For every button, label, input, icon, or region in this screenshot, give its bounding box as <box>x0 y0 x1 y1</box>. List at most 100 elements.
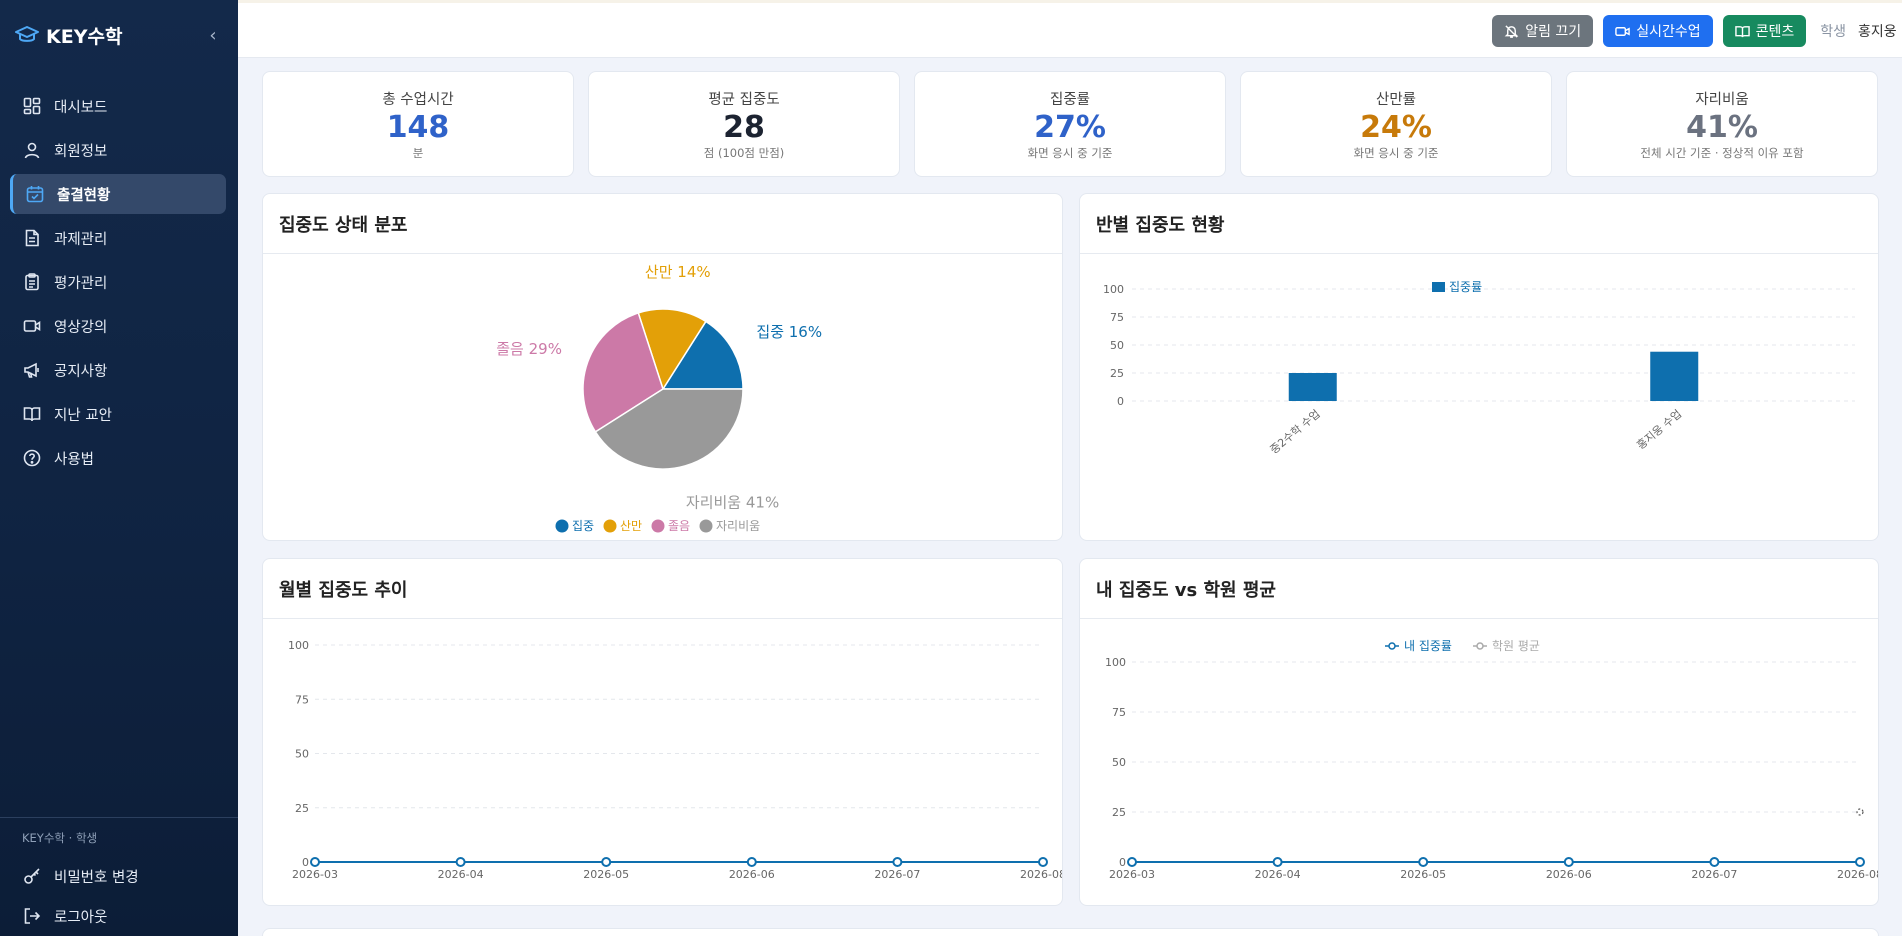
sidebar-item-label: 지난 교안 <box>54 407 112 424</box>
bell-off-icon <box>1504 24 1519 39</box>
pie-slice <box>594 388 744 470</box>
stat-cards: 총 수업시간 148 분 평균 집중도 28 점 (100점 만점) 집중률 2… <box>262 71 1879 177</box>
x-tick-label: 2026-05 <box>583 868 629 881</box>
content-button[interactable]: 콘텐츠 <box>1722 15 1807 47</box>
graduation-cap-icon <box>14 22 40 48</box>
sidebar-collapse-button[interactable]: ‹ <box>209 24 217 46</box>
stat-card-focus-rate: 집중률 27% 화면 응시 중 기준 <box>914 71 1226 177</box>
y-tick-label: 75 <box>295 693 309 706</box>
pie-slice <box>582 311 664 433</box>
help-circle-icon <box>22 448 42 468</box>
stat-value: 27% <box>1034 110 1106 145</box>
data-point <box>455 857 466 867</box>
sidebar-item-member-info[interactable]: 회원정보 <box>10 130 226 170</box>
key-icon <box>22 867 42 885</box>
legend-label: 집중 <box>572 519 594 533</box>
live-class-label: 실시간수업 <box>1636 24 1701 40</box>
y-tick-label: 100 <box>1103 283 1124 296</box>
mute-notifications-button[interactable]: 알림 끄기 <box>1492 15 1594 47</box>
logout-link[interactable]: 로그아웃 <box>0 896 238 936</box>
sidebar-item-evaluations[interactable]: 평가관리 <box>10 262 226 302</box>
sidebar-item-notices[interactable]: 공지사항 <box>10 350 226 390</box>
sidebar-item-assignments[interactable]: 과제관리 <box>10 218 226 258</box>
x-tick-label: 2026-04 <box>1255 868 1301 881</box>
x-tick-label: 2026-07 <box>1691 868 1737 881</box>
legend-label: 산만 <box>620 519 642 533</box>
document-icon <box>22 228 42 248</box>
data-point <box>1855 857 1865 867</box>
bar <box>1288 373 1337 401</box>
x-tick-label: 2026-05 <box>1400 868 1446 881</box>
x-tick-label: 2026-06 <box>1546 868 1592 881</box>
stat-value: 24% <box>1360 110 1432 145</box>
logout-label: 로그아웃 <box>54 909 108 926</box>
stat-label: 집중률 <box>1049 92 1091 108</box>
sidebar-footer: KEY수학 · 학생 비밀번호 변경 로그아웃 <box>0 817 238 936</box>
calendar-check-icon <box>25 184 45 204</box>
x-tick-label: 2026-07 <box>874 868 920 881</box>
pie-slice-label: 졸음 29% <box>496 340 562 358</box>
stat-label: 산만률 <box>1375 92 1417 108</box>
y-tick-label: 0 <box>1119 856 1126 869</box>
sidebar-item-help[interactable]: 사용법 <box>10 438 226 478</box>
panel-title: 집중도 상태 분포 <box>263 194 1062 254</box>
mute-notifications-label: 알림 끄기 <box>1525 24 1582 40</box>
legend-label: 학원 평균 <box>1492 639 1540 653</box>
compare-line-chart: 0 25 50 75 100 2026-03 2026-04 2026-05 2026-06 20… <box>1105 639 1878 881</box>
live-class-button[interactable]: 실시간수업 <box>1603 15 1713 47</box>
data-point <box>310 857 320 867</box>
sidebar-item-label: 회원정보 <box>54 143 108 160</box>
sidebar-item-video-lectures[interactable]: 영상강의 <box>10 306 226 346</box>
data-point <box>1856 808 1864 816</box>
change-password-link[interactable]: 비밀번호 변경 <box>0 856 238 896</box>
change-password-label: 비밀번호 변경 <box>54 869 139 886</box>
stat-sub: 분 <box>412 146 424 160</box>
y-tick-label: 50 <box>1110 339 1124 352</box>
x-tick-label: 2026-03 <box>292 868 338 881</box>
class-focus-panel: 반별 집중도 현황 0 25 50 75 100 집중률 중2수학 수업 홍지웅 수업 <box>1079 193 1879 541</box>
pie-slice <box>637 308 707 391</box>
legend-swatch <box>603 519 617 533</box>
legend-label: 자리비움 <box>716 519 760 533</box>
legend-marker <box>1388 642 1396 650</box>
header-actions: 알림 끄기 실시간수업 콘텐츠 학생 홍지웅 <box>1482 15 1902 47</box>
sidebar-item-attendance[interactable]: 출결현황 <box>10 174 226 214</box>
panel-title: 내 집중도 vs 학원 평균 <box>1080 559 1878 619</box>
stat-label: 총 수업시간 <box>382 92 454 108</box>
pie-slice-label: 산만 14% <box>645 263 711 281</box>
stat-label: 평균 집중도 <box>708 92 780 108</box>
user-name[interactable]: 홍지웅 <box>1858 24 1897 40</box>
top-header: 알림 끄기 실시간수업 콘텐츠 학생 홍지웅 <box>238 0 1902 58</box>
stat-card-total-time: 총 수업시간 148 분 <box>262 71 574 177</box>
bar <box>1650 351 1699 401</box>
pie-slice-label: 자리비움 41% <box>686 493 779 511</box>
focus-distribution-panel: 집중도 상태 분포 집중 16% 산만 14% 졸음 29% 자리비움 41% 집중 산만… <box>262 193 1063 541</box>
sidebar-item-dashboard[interactable]: 대시보드 <box>10 86 226 126</box>
trend-line-chart: 0 25 50 75 100 2026-03 2026-04 2026-05 2026-06 20… <box>288 639 1062 881</box>
x-tick-label: 중2수학 수업 <box>1268 407 1323 456</box>
data-point <box>746 857 757 867</box>
sidebar-item-label: 평가관리 <box>54 275 108 292</box>
y-tick-label: 100 <box>1105 656 1126 669</box>
next-panel-edge <box>262 928 1879 936</box>
stat-sub: 점 (100점 만점) <box>703 146 785 160</box>
legend-swatch <box>1432 282 1445 292</box>
x-tick-label: 2026-06 <box>729 868 775 881</box>
sidebar-item-label: 공지사항 <box>54 363 108 380</box>
sidebar-nav: 대시보드 회원정보 출결현황 과제관리 평가관리 영상강의 공지사항 지난 교 <box>0 86 238 478</box>
stat-sub: 화면 응시 중 기준 <box>1027 146 1113 160</box>
sidebar-item-label: 사용법 <box>54 451 95 468</box>
panel-title: 월별 집중도 추이 <box>263 559 1062 619</box>
legend-label: 집중률 <box>1449 280 1482 294</box>
y-tick-label: 50 <box>295 748 309 761</box>
y-tick-label: 75 <box>1112 706 1126 719</box>
y-tick-label: 0 <box>1117 395 1124 408</box>
megaphone-icon <box>22 360 42 380</box>
sidebar-item-past-materials[interactable]: 지난 교안 <box>10 394 226 434</box>
stat-value: 41% <box>1686 110 1758 145</box>
data-point <box>1709 857 1720 867</box>
y-tick-label: 100 <box>288 639 309 652</box>
content-label: 콘텐츠 <box>1755 24 1795 40</box>
book-open-icon <box>1734 24 1750 39</box>
